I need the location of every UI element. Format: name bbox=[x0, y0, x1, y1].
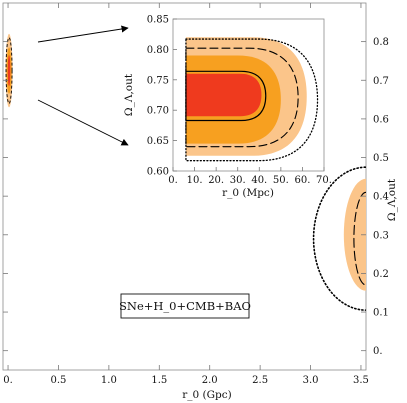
main-y-axis-label: Ω_Λ,out bbox=[386, 178, 398, 221]
inset-dotted bbox=[185, 38, 319, 162]
arrow-upper bbox=[37, 25, 129, 43]
inset-dashed bbox=[185, 47, 299, 148]
annotation-text: SNe+H_0+CMB+BAO bbox=[119, 299, 251, 313]
large-r0-dashed bbox=[353, 191, 366, 286]
inset-dark bbox=[185, 73, 262, 117]
inset-x-tick-label: 20. bbox=[208, 175, 224, 186]
inset-x-axis-label: r_0 (Mpc) bbox=[222, 187, 274, 199]
annotation-box bbox=[120, 293, 250, 319]
main-y-tick-label: 0.8 bbox=[373, 37, 389, 48]
near-zero-dashed bbox=[5, 37, 13, 104]
inset-x-tick-label: 60. bbox=[294, 175, 310, 186]
inset-y-tick-label: 0.75 bbox=[147, 75, 169, 86]
large-r0-dotted bbox=[312, 166, 366, 311]
inset-x-ticks: 0. 10. 20. 30. 40. 50. 60. 70. bbox=[168, 167, 332, 186]
main-x-tick-label: 0.5 bbox=[51, 375, 67, 386]
inset-y-axis-label: Ω_Λ,out bbox=[123, 73, 135, 116]
main-x-tick-label: 0. bbox=[3, 375, 13, 386]
main-y-tick-label: 0. bbox=[373, 346, 383, 357]
main-y-ticks: 0. 0.1 0.2 0.3 0.4 0.5 0.6 0.7 0.8 bbox=[3, 37, 389, 357]
arrow-lower bbox=[37, 99, 129, 146]
inset-y-tick-label: 0.60 bbox=[147, 167, 169, 178]
inset-contour-lines bbox=[185, 38, 319, 162]
main-y-tick-label: 0.7 bbox=[373, 76, 389, 87]
main-y-tick-label: 0.5 bbox=[373, 153, 389, 164]
main-x-tick-label: 1.0 bbox=[101, 375, 117, 386]
inset-frame bbox=[172, 18, 325, 172]
inset-x-tick-label: 10. bbox=[187, 175, 203, 186]
large-r0-light bbox=[343, 178, 366, 291]
main-contour-regions bbox=[5, 33, 366, 291]
main-y-tick-label: 0.1 bbox=[373, 308, 389, 319]
main-y-tick-label: 0.3 bbox=[373, 230, 389, 241]
inset-x-tick-label: 50. bbox=[273, 175, 289, 186]
main-x-tick-label: 3.5 bbox=[353, 375, 369, 386]
inset-x-tick-label: 40. bbox=[251, 175, 267, 186]
inset-x-tick-label: 70. bbox=[316, 175, 332, 186]
inset-x-tick-label: 30. bbox=[230, 175, 246, 186]
inset-y-tick-label: 0.70 bbox=[147, 106, 169, 117]
inset-y-tick-label: 0.80 bbox=[147, 45, 169, 56]
main-y-tick-label: 0.2 bbox=[373, 269, 389, 280]
inset-solid bbox=[185, 70, 267, 122]
main-y-tick-label: 0.4 bbox=[373, 192, 389, 203]
main-x-ticks: 0. 0.5 1.0 1.5 2.0 2.5 3.0 3.5 bbox=[3, 3, 369, 386]
main-x-axis-label: r_0 (Gpc) bbox=[182, 389, 231, 401]
inset-y-tick-label: 0.85 bbox=[147, 15, 169, 26]
near-zero-dark bbox=[7, 55, 11, 87]
inset-contour-regions bbox=[185, 37, 307, 156]
main-x-tick-label: 2.5 bbox=[252, 375, 268, 386]
main-x-tick-label: 3.0 bbox=[303, 375, 319, 386]
main-x-tick-label: 1.5 bbox=[151, 375, 167, 386]
main-contour-lines bbox=[5, 37, 366, 311]
inset-x-tick-label: 0. bbox=[168, 175, 178, 186]
inset-y-ticks: 0.60 0.65 0.70 0.75 0.80 0.85 bbox=[147, 15, 177, 178]
main-x-tick-label: 2.0 bbox=[202, 375, 218, 386]
inset-plot: 0. 10. 20. 30. 40. 50. 60. 70. 0.60 0.65 0.70 0.75… bbox=[123, 15, 332, 200]
main-y-tick-label: 0.6 bbox=[373, 114, 389, 125]
inset-y-tick-label: 0.65 bbox=[147, 136, 169, 147]
